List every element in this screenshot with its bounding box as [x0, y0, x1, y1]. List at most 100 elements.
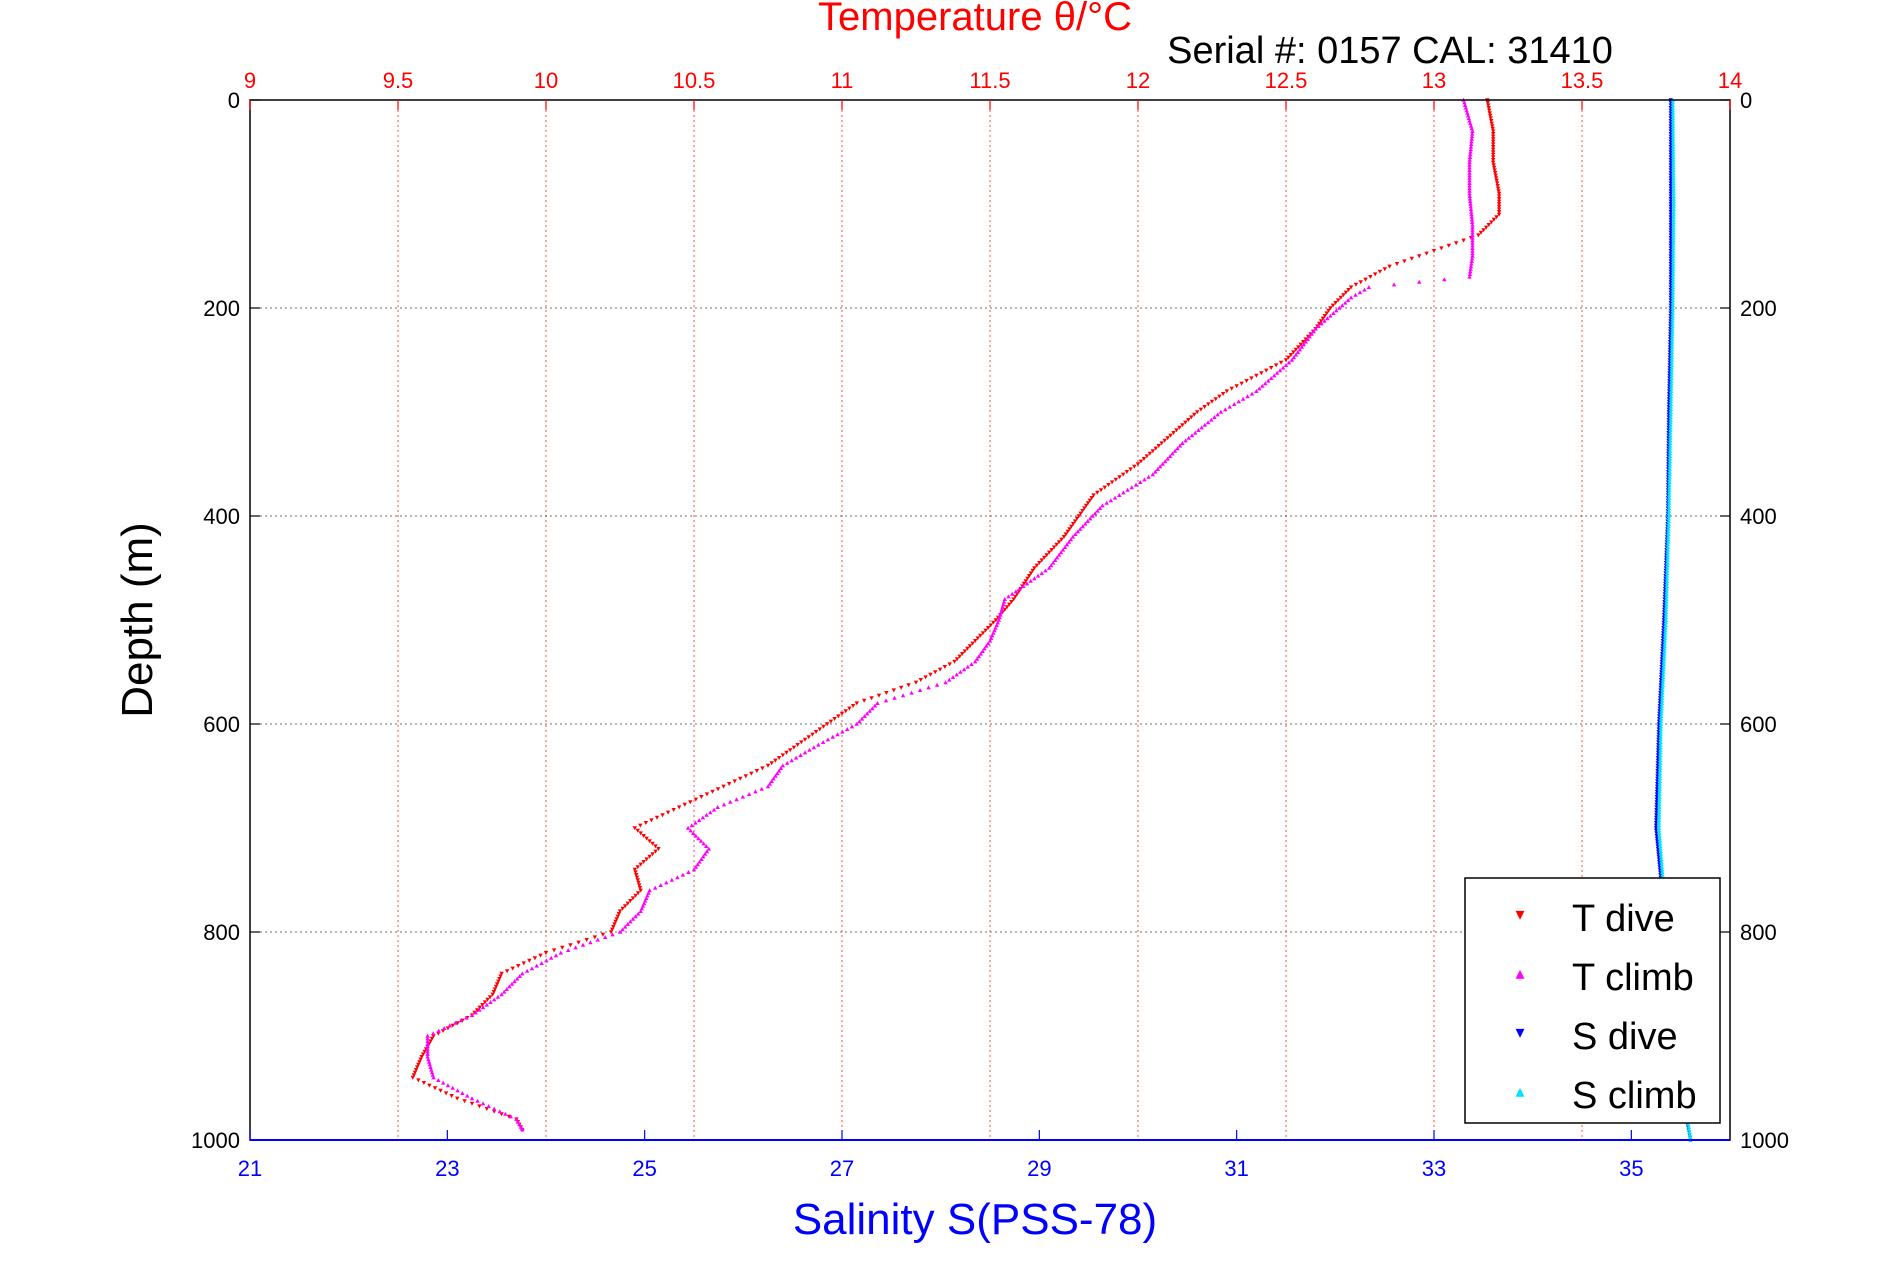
data-point	[1298, 342, 1303, 347]
data-point	[1668, 396, 1674, 401]
data-point	[1468, 152, 1473, 157]
data-point	[507, 984, 512, 989]
data-point	[1309, 331, 1314, 336]
data-point	[1382, 267, 1387, 272]
legend-item-s-climb: ▴ S climb	[1515, 1075, 1696, 1117]
data-point	[710, 789, 715, 794]
data-point	[1671, 165, 1676, 170]
data-point	[1656, 815, 1662, 820]
data-point	[1667, 482, 1672, 487]
data-point	[1159, 441, 1164, 446]
data-point	[1495, 186, 1501, 191]
data-point	[611, 925, 616, 929]
data-point	[1027, 574, 1032, 578]
data-point	[1318, 319, 1324, 324]
data-point	[1467, 191, 1472, 196]
data-point	[1283, 363, 1289, 367]
temperature-tick-label: 13.5	[1561, 68, 1604, 93]
data-point	[933, 670, 938, 675]
data-point	[1661, 667, 1666, 672]
data-point	[1670, 316, 1675, 321]
data-point	[1657, 773, 1663, 778]
data-point	[1097, 506, 1103, 510]
data-point	[1218, 409, 1224, 414]
data-point	[576, 940, 581, 945]
data-point	[658, 883, 663, 887]
data-point	[1486, 103, 1491, 108]
data-point	[1686, 1127, 1692, 1132]
data-point	[1353, 292, 1358, 297]
series-t-climb	[425, 97, 1475, 1132]
data-point	[1144, 454, 1150, 459]
data-point	[1254, 389, 1259, 393]
data-point	[749, 771, 754, 776]
data-point	[1671, 152, 1676, 157]
data-point	[635, 891, 641, 896]
data-point	[1668, 391, 1674, 396]
data-point	[702, 851, 708, 856]
data-point	[1664, 578, 1670, 583]
data-point	[521, 961, 526, 966]
data-point	[637, 883, 642, 888]
data-point	[870, 706, 875, 711]
data-point	[442, 1026, 447, 1030]
data-point	[715, 805, 720, 809]
data-point	[991, 620, 996, 625]
data-point	[1669, 342, 1675, 347]
data-point	[1223, 407, 1228, 412]
data-point	[973, 659, 978, 664]
data-point	[1469, 209, 1474, 214]
data-point	[1658, 719, 1664, 724]
data-point	[1667, 490, 1672, 495]
data-point	[1669, 376, 1674, 380]
data-point	[1082, 506, 1087, 511]
temperature-tick-label: 11	[831, 68, 854, 93]
data-point	[734, 797, 739, 802]
data-point	[850, 704, 856, 708]
data-point	[475, 1098, 480, 1103]
data-point	[654, 815, 660, 820]
data-point	[1028, 571, 1034, 576]
data-point	[1670, 261, 1676, 266]
data-point	[1084, 503, 1089, 508]
data-point	[1009, 600, 1014, 604]
data-point	[1660, 690, 1665, 695]
data-point	[1668, 435, 1673, 440]
data-point	[1326, 308, 1331, 313]
data-point	[1670, 103, 1676, 107]
data-point	[1467, 168, 1472, 172]
data-point	[1665, 547, 1671, 552]
data-point	[1013, 589, 1019, 594]
data-point	[1167, 454, 1173, 458]
data-point	[1021, 584, 1026, 588]
data-point	[1671, 212, 1676, 217]
data-point	[429, 1036, 435, 1041]
data-point	[867, 708, 872, 713]
data-point	[1259, 371, 1264, 376]
data-point	[1431, 249, 1437, 253]
data-point	[1085, 501, 1091, 506]
data-point	[1665, 558, 1670, 562]
data-point	[1657, 792, 1662, 796]
data-point	[1264, 368, 1269, 373]
data-point	[1663, 612, 1669, 617]
data-point	[430, 1031, 436, 1036]
data-point	[1658, 729, 1663, 734]
data-point	[1660, 680, 1666, 685]
data-point	[1658, 724, 1664, 729]
data-point	[1035, 573, 1041, 578]
temperature-tick-label: 9	[244, 68, 256, 93]
data-point	[1488, 113, 1493, 118]
data-point	[688, 800, 693, 805]
data-point	[987, 638, 993, 643]
data-point	[1341, 293, 1346, 298]
data-point	[825, 737, 831, 742]
data-point	[1345, 298, 1351, 302]
data-point	[1664, 604, 1669, 609]
data-point	[1260, 383, 1265, 388]
data-point	[1670, 134, 1676, 139]
data-point	[455, 1096, 460, 1101]
data-point	[1073, 532, 1078, 536]
data-point	[1470, 238, 1475, 243]
data-point	[1172, 448, 1178, 453]
